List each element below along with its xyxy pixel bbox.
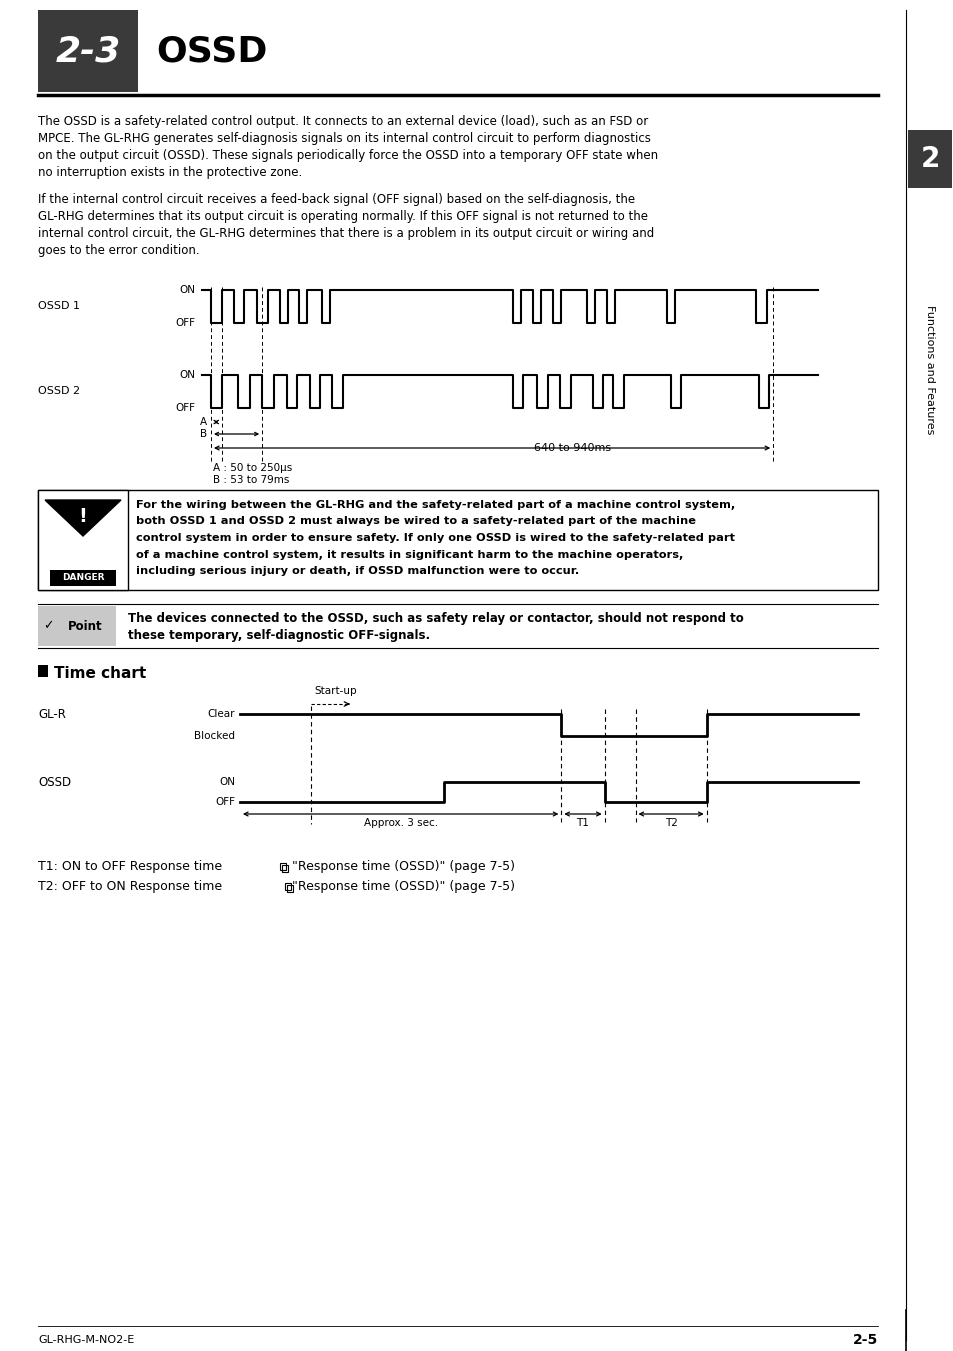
Text: of a machine control system, it results in significant harm to the machine opera: of a machine control system, it results … (136, 550, 682, 559)
Text: MPCE. The GL-RHG generates self-diagnosis signals on its internal control circui: MPCE. The GL-RHG generates self-diagnosi… (38, 132, 650, 145)
Text: DANGER: DANGER (62, 574, 104, 582)
Bar (287, 885, 293, 892)
Bar (285, 884, 291, 890)
Text: "Response time (OSSD)" (page 7-5): "Response time (OSSD)" (page 7-5) (292, 880, 515, 893)
Text: OSSD 2: OSSD 2 (38, 386, 80, 396)
Text: no interruption exists in the protective zone.: no interruption exists in the protective… (38, 166, 302, 178)
Bar (280, 863, 286, 870)
Text: including serious injury or death, if OSSD malfunction were to occur.: including serious injury or death, if OS… (136, 566, 578, 576)
Text: 640 to 940ms: 640 to 940ms (533, 443, 610, 453)
Text: 2-5: 2-5 (852, 1333, 877, 1347)
Text: on the output circuit (OSSD). These signals periodically force the OSSD into a t: on the output circuit (OSSD). These sign… (38, 149, 658, 162)
Text: "Response time (OSSD)" (page 7-5): "Response time (OSSD)" (page 7-5) (292, 861, 515, 873)
Bar (38, 665, 48, 677)
Text: OSSD: OSSD (38, 775, 71, 789)
Text: OFF: OFF (175, 403, 195, 413)
Text: Approx. 3 sec.: Approx. 3 sec. (363, 817, 437, 828)
Text: B: B (200, 430, 207, 439)
Text: OSSD 1: OSSD 1 (38, 301, 80, 311)
Text: Time chart: Time chart (54, 666, 146, 681)
Text: goes to the error condition.: goes to the error condition. (38, 245, 199, 257)
Text: these temporary, self-diagnostic OFF-signals.: these temporary, self-diagnostic OFF-sig… (128, 630, 430, 642)
Text: both OSSD 1 and OSSD 2 must always be wired to a safety-related part of the mach: both OSSD 1 and OSSD 2 must always be wi… (136, 516, 696, 527)
Text: 2-3: 2-3 (55, 34, 120, 68)
Text: OFF: OFF (214, 797, 234, 807)
Text: OFF: OFF (175, 317, 195, 328)
Text: The OSSD is a safety-related control output. It connects to an external device (: The OSSD is a safety-related control out… (38, 115, 648, 128)
Text: T1: ON to OFF Response time: T1: ON to OFF Response time (38, 861, 222, 873)
Bar (50, 570, 116, 586)
Bar (38, 607, 116, 646)
Bar (38, 9, 138, 92)
Text: T2: OFF to ON Response time: T2: OFF to ON Response time (38, 880, 222, 893)
Bar (907, 130, 951, 188)
Text: ON: ON (179, 370, 195, 380)
Text: A : 50 to 250μs: A : 50 to 250μs (213, 463, 292, 473)
Bar (38, 490, 128, 590)
Text: Blocked: Blocked (193, 731, 234, 740)
Text: ON: ON (219, 777, 234, 788)
Text: T1: T1 (576, 817, 589, 828)
Text: Start-up: Start-up (314, 686, 356, 696)
Bar (38, 490, 877, 590)
Text: Functions and Features: Functions and Features (924, 305, 934, 435)
Polygon shape (45, 500, 121, 536)
Text: GL-RHG-M-NO2-E: GL-RHG-M-NO2-E (38, 1335, 134, 1346)
Text: For the wiring between the GL-RHG and the safety-related part of a machine contr: For the wiring between the GL-RHG and th… (136, 500, 735, 509)
Text: internal control circuit, the GL-RHG determines that there is a problem in its o: internal control circuit, the GL-RHG det… (38, 227, 654, 240)
Text: Clear: Clear (208, 709, 234, 719)
Text: ✓: ✓ (43, 620, 53, 632)
Text: ON: ON (179, 285, 195, 295)
Text: A: A (200, 417, 207, 427)
Text: control system in order to ensure safety. If only one OSSD is wired to the safet: control system in order to ensure safety… (136, 534, 734, 543)
Text: GL-RHG determines that its output circuit is operating normally. If this OFF sig: GL-RHG determines that its output circui… (38, 209, 647, 223)
Text: OSSD: OSSD (156, 34, 267, 68)
Text: 2: 2 (920, 145, 939, 173)
Text: !: ! (78, 507, 88, 526)
Text: GL-R: GL-R (38, 708, 66, 720)
Text: The devices connected to the OSSD, such as safety relay or contactor, should not: The devices connected to the OSSD, such … (128, 612, 743, 626)
Text: If the internal control circuit receives a feed-back signal (OFF signal) based o: If the internal control circuit receives… (38, 193, 635, 205)
Text: T2: T2 (664, 817, 677, 828)
Bar (282, 865, 288, 871)
Text: Point: Point (68, 620, 102, 632)
Text: B : 53 to 79ms: B : 53 to 79ms (213, 476, 289, 485)
